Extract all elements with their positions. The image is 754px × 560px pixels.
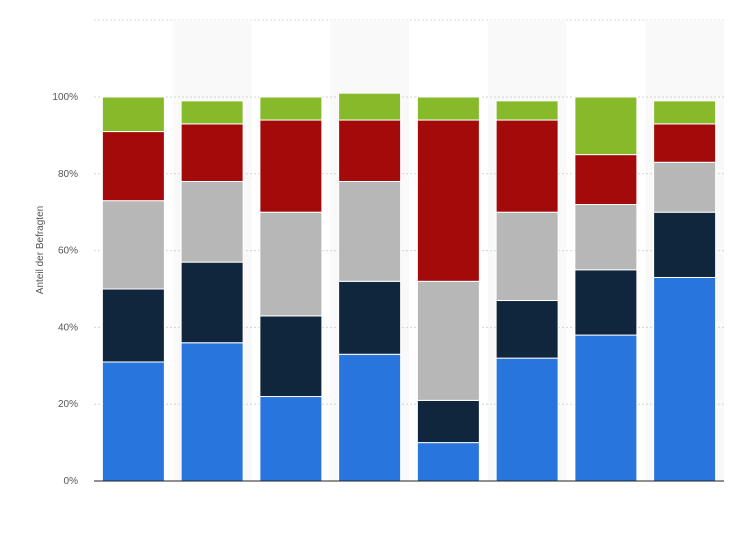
- bar-segment-col1-series1: [101, 361, 165, 482]
- bar-segment-col2-series5: [180, 100, 244, 125]
- bar-segment-col1-series4: [101, 131, 165, 202]
- bar-segment-col6-series1: [495, 357, 559, 482]
- bar-segment-col3-series4: [259, 119, 323, 213]
- bar-segment-col4-series2: [338, 280, 402, 355]
- bar-segment-col7-series2: [574, 269, 638, 336]
- bar-segment-col7-series5: [574, 96, 638, 156]
- bar-segment-col2-series2: [180, 261, 244, 344]
- y-tick-label: 40%: [58, 322, 78, 333]
- y-tick-label: 20%: [58, 399, 78, 410]
- bar-segment-col4-series3: [338, 180, 402, 282]
- bar-segment-col8-series5: [653, 100, 717, 125]
- bar-segment-col8-series2: [653, 211, 717, 278]
- bar-segment-col5-series1: [416, 442, 480, 482]
- bar-segment-col3-series3: [259, 211, 323, 317]
- bar-segment-col6-series4: [495, 119, 559, 213]
- bar-segment-col6-series5: [495, 100, 559, 121]
- bar-segment-col8-series3: [653, 161, 717, 213]
- y-tick-label: 100%: [52, 92, 78, 103]
- bar-segment-col3-series5: [259, 96, 323, 121]
- bar-segment-col2-series4: [180, 123, 244, 182]
- bar-segment-col8-series4: [653, 123, 717, 163]
- bar-segment-col6-series3: [495, 211, 559, 302]
- bar-segment-col3-series2: [259, 315, 323, 398]
- bar-segment-col7-series1: [574, 334, 638, 482]
- bars: [101, 92, 717, 482]
- y-tick-label: 60%: [58, 246, 78, 257]
- bar-segment-col4-series5: [338, 92, 402, 121]
- bar-segment-col1-series2: [101, 288, 165, 363]
- y-axis-label: Anteil der Befragten: [35, 206, 46, 294]
- y-tick-label: 80%: [58, 169, 78, 180]
- bar-segment-col2-series1: [180, 342, 244, 482]
- bar-segment-col6-series2: [495, 300, 559, 359]
- bar-segment-col1-series3: [101, 200, 165, 290]
- bar-segment-col1-series5: [101, 96, 165, 133]
- bar-segment-col3-series1: [259, 396, 323, 482]
- bar-segment-col7-series3: [574, 204, 638, 271]
- bar-segment-col7-series4: [574, 154, 638, 206]
- bar-segment-col8-series1: [653, 276, 717, 482]
- y-tick-label: 0%: [64, 476, 79, 487]
- bar-segment-col4-series4: [338, 119, 402, 182]
- bar-segment-col4-series1: [338, 353, 402, 482]
- y-axis-ticks: 0% 20% 40% 60% 80% 100%: [52, 92, 78, 487]
- bar-segment-col2-series3: [180, 180, 244, 263]
- bar-segment-col5-series2: [416, 399, 480, 444]
- bar-segment-col5-series4: [416, 119, 480, 282]
- bar-segment-col5-series3: [416, 280, 480, 401]
- bar-segment-col5-series5: [416, 96, 480, 121]
